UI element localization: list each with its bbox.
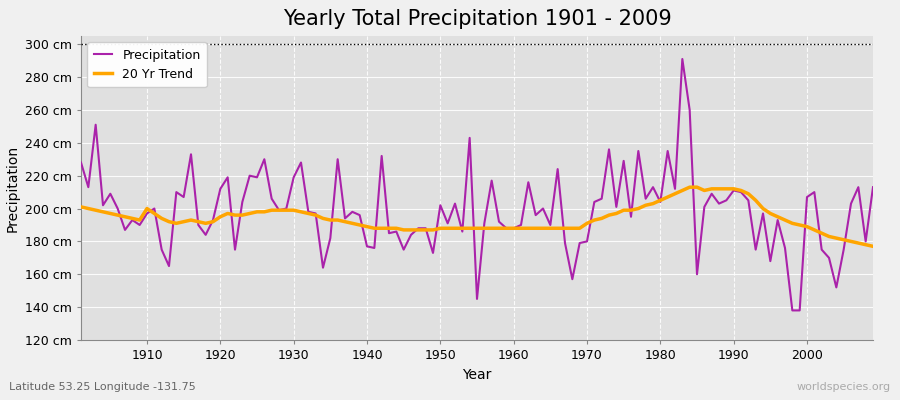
- Precipitation: [868, 185, 878, 190]
- Precipitation: [339, 216, 350, 221]
- Precipitation: [76, 160, 86, 165]
- Precipitation: [677, 57, 688, 62]
- Precipitation: [501, 226, 512, 231]
- Precipitation: [787, 308, 797, 313]
- 20 Yr Trend: [339, 219, 350, 224]
- Text: Latitude 53.25 Longitude -131.75: Latitude 53.25 Longitude -131.75: [9, 382, 196, 392]
- Line: Precipitation: Precipitation: [81, 59, 873, 310]
- 20 Yr Trend: [508, 226, 519, 231]
- Precipitation: [508, 226, 519, 231]
- 20 Yr Trend: [134, 218, 145, 222]
- Title: Yearly Total Precipitation 1901 - 2009: Yearly Total Precipitation 1901 - 2009: [283, 9, 671, 29]
- 20 Yr Trend: [684, 185, 695, 190]
- Precipitation: [295, 160, 306, 165]
- 20 Yr Trend: [76, 204, 86, 209]
- Line: 20 Yr Trend: 20 Yr Trend: [81, 187, 873, 246]
- Precipitation: [134, 222, 145, 227]
- Precipitation: [597, 196, 608, 201]
- 20 Yr Trend: [501, 226, 512, 231]
- Legend: Precipitation, 20 Yr Trend: Precipitation, 20 Yr Trend: [87, 42, 207, 87]
- 20 Yr Trend: [597, 216, 608, 221]
- Text: worldspecies.org: worldspecies.org: [796, 382, 891, 392]
- Y-axis label: Precipitation: Precipitation: [5, 144, 20, 232]
- X-axis label: Year: Year: [463, 368, 491, 382]
- 20 Yr Trend: [868, 244, 878, 249]
- 20 Yr Trend: [295, 210, 306, 214]
